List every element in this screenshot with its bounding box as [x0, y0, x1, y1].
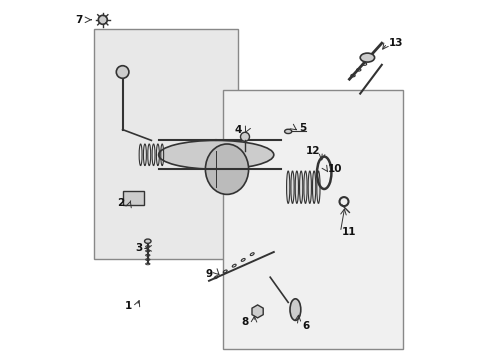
Text: 13: 13 — [389, 38, 403, 48]
Text: 5: 5 — [299, 123, 306, 133]
Ellipse shape — [313, 171, 316, 203]
Text: 8: 8 — [242, 317, 248, 327]
Text: 2: 2 — [117, 198, 124, 208]
Text: 3: 3 — [135, 243, 143, 253]
Text: 7: 7 — [76, 15, 83, 25]
Text: 9: 9 — [205, 269, 213, 279]
FancyBboxPatch shape — [223, 90, 403, 349]
Ellipse shape — [205, 144, 248, 194]
Ellipse shape — [299, 171, 303, 203]
Text: 1: 1 — [124, 301, 132, 311]
Ellipse shape — [360, 53, 374, 62]
Text: 11: 11 — [342, 227, 357, 237]
Text: 12: 12 — [306, 146, 320, 156]
Ellipse shape — [98, 15, 107, 24]
Ellipse shape — [116, 66, 129, 78]
FancyBboxPatch shape — [122, 191, 144, 205]
Ellipse shape — [145, 239, 151, 243]
Ellipse shape — [285, 129, 292, 134]
Ellipse shape — [295, 171, 298, 203]
Ellipse shape — [241, 132, 249, 141]
Ellipse shape — [308, 171, 312, 203]
Ellipse shape — [290, 299, 301, 320]
Text: 10: 10 — [328, 164, 342, 174]
FancyBboxPatch shape — [94, 29, 238, 259]
Ellipse shape — [287, 171, 290, 203]
Text: 6: 6 — [303, 321, 310, 331]
Ellipse shape — [159, 140, 274, 169]
Ellipse shape — [317, 171, 320, 203]
Ellipse shape — [291, 171, 294, 203]
Ellipse shape — [304, 171, 307, 203]
Text: 4: 4 — [234, 125, 242, 135]
